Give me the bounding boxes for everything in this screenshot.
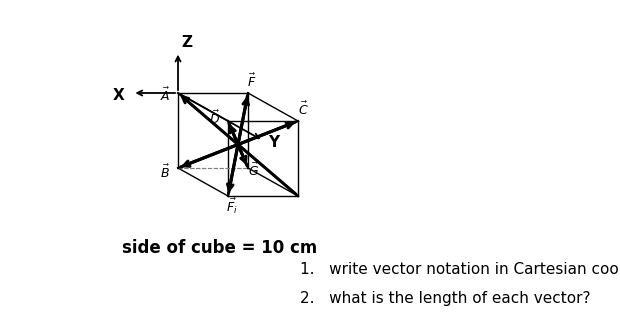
Text: $\vec{F}$: $\vec{F}$: [247, 72, 257, 90]
Text: $\vec{B}$: $\vec{B}$: [160, 164, 170, 180]
Text: $\vec{D}$: $\vec{D}$: [210, 109, 221, 127]
Text: side of cube = 10 cm: side of cube = 10 cm: [122, 239, 317, 257]
Text: $\vec{C}$: $\vec{C}$: [298, 100, 308, 118]
Text: 1.   write vector notation in Cartesian coordinates: 1. write vector notation in Cartesian co…: [300, 262, 620, 277]
Text: Y: Y: [268, 135, 279, 150]
Text: $\vec{F_i}$: $\vec{F_i}$: [226, 196, 238, 216]
Text: $\vec{G}$: $\vec{G}$: [249, 162, 260, 178]
Text: Z: Z: [181, 35, 192, 50]
Text: 2.   what is the length of each vector?: 2. what is the length of each vector?: [300, 290, 590, 305]
Text: X: X: [113, 89, 125, 104]
Text: $\vec{A}$: $\vec{A}$: [160, 86, 170, 104]
